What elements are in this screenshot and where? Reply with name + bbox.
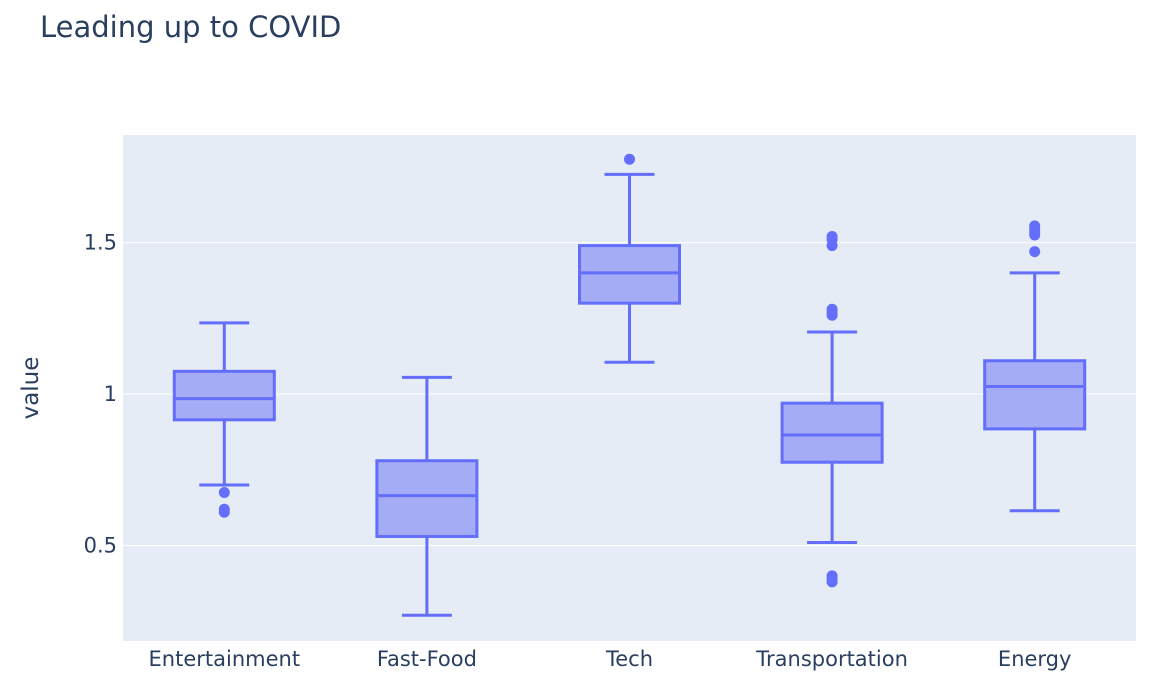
iqr-box [172,369,276,422]
box-energy [983,220,1087,513]
box-transportation [780,231,884,588]
outlier-point [826,309,838,321]
x-tick-label: Fast-Food [377,647,477,671]
iqr-box [983,359,1087,431]
outlier-point [826,576,838,588]
x-tick-label: Entertainment [149,647,301,671]
box-entertainment [172,321,276,518]
box-tech [578,153,681,364]
outlier-point [1029,246,1041,258]
x-tick-label: Transportation [755,647,908,671]
iqr-box [578,244,681,305]
outlier-point [218,487,230,499]
outlier-point [826,240,838,252]
y-tick-label: 1.5 [84,231,117,255]
x-tick-label: Energy [998,647,1072,671]
outlier-point [218,506,230,518]
iqr-box [780,401,884,464]
outlier-point [1029,229,1041,241]
y-axis-title: value [18,357,44,420]
chart-title: Leading up to COVID [40,10,342,44]
y-tick-label: 0.5 [84,534,117,558]
box-fast-food [375,375,479,617]
iqr-box [375,459,479,538]
x-tick-label: Tech [605,647,653,671]
y-tick-label: 1 [104,382,117,406]
outlier-point [624,153,635,165]
